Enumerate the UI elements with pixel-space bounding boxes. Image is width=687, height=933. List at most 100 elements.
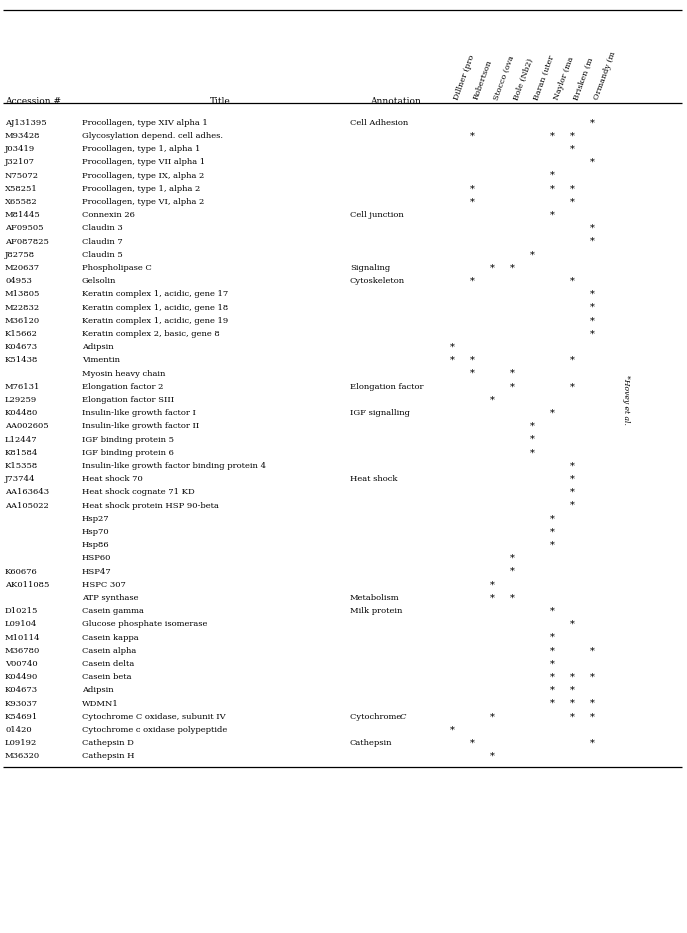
Text: Claudin 7: Claudin 7 — [82, 238, 123, 245]
Text: M13805: M13805 — [5, 290, 41, 299]
Text: Dillner (pro: Dillner (pro — [452, 54, 475, 101]
Text: *: * — [589, 224, 594, 233]
Text: AA105022: AA105022 — [5, 502, 49, 509]
Text: Elongation factor: Elongation factor — [350, 383, 423, 391]
Text: Cathepsin H: Cathepsin H — [82, 752, 135, 760]
Text: M81445: M81445 — [5, 211, 41, 219]
Text: K60676: K60676 — [5, 567, 38, 576]
Text: Adipsin: Adipsin — [82, 687, 113, 694]
Text: *: * — [570, 355, 574, 365]
Text: Elongation factor 2: Elongation factor 2 — [82, 383, 164, 391]
Text: *: * — [550, 409, 554, 418]
Text: K81584: K81584 — [5, 449, 38, 457]
Text: X65582: X65582 — [5, 198, 38, 206]
Text: *: * — [550, 185, 554, 193]
Text: *: * — [490, 396, 495, 405]
Text: Hsp70: Hsp70 — [82, 528, 110, 536]
Text: Glycosylation depend. cell adhes.: Glycosylation depend. cell adhes. — [82, 132, 223, 140]
Text: Procollagen, type VII alpha 1: Procollagen, type VII alpha 1 — [82, 159, 205, 166]
Text: *: * — [589, 290, 594, 299]
Text: Vimentin: Vimentin — [82, 356, 120, 365]
Text: Cell junction: Cell junction — [350, 211, 404, 219]
Text: *: * — [550, 211, 554, 219]
Text: Gelsolin: Gelsolin — [82, 277, 116, 285]
Text: *: * — [570, 383, 574, 391]
Text: *: * — [570, 185, 574, 193]
Text: *: * — [469, 198, 475, 206]
Text: *: * — [469, 185, 475, 193]
Text: *: * — [490, 580, 495, 590]
Text: V00740: V00740 — [5, 660, 38, 668]
Text: *: * — [589, 739, 594, 747]
Text: Milk protein: Milk protein — [350, 607, 403, 615]
Text: N75072: N75072 — [5, 172, 39, 179]
Text: Baran (uter: Baran (uter — [532, 54, 556, 101]
Text: *: * — [530, 448, 534, 457]
Text: HSPC 307: HSPC 307 — [82, 581, 126, 589]
Text: D10215: D10215 — [5, 607, 38, 615]
Text: K93037: K93037 — [5, 700, 38, 707]
Text: Casein delta: Casein delta — [82, 660, 134, 668]
Text: *: * — [469, 369, 475, 378]
Text: *: * — [570, 712, 574, 721]
Text: M36120: M36120 — [5, 317, 40, 325]
Text: Title: Title — [210, 97, 230, 106]
Text: *: * — [469, 132, 475, 141]
Text: WDMN1: WDMN1 — [82, 700, 119, 707]
Text: Accession #: Accession # — [5, 97, 61, 106]
Text: *Hovey et al.: *Hovey et al. — [622, 375, 630, 425]
Text: ATP synthase: ATP synthase — [82, 594, 139, 602]
Text: HSP60: HSP60 — [82, 554, 111, 563]
Text: Casein beta: Casein beta — [82, 674, 131, 681]
Text: Procollagen, type IX, alpha 2: Procollagen, type IX, alpha 2 — [82, 172, 204, 179]
Text: Annotation: Annotation — [370, 97, 420, 106]
Text: *: * — [589, 316, 594, 326]
Text: Bole (Nb2): Bole (Nb2) — [512, 57, 534, 101]
Text: Heat shock: Heat shock — [350, 475, 398, 483]
Text: Cytochrome: Cytochrome — [350, 713, 404, 721]
Text: *: * — [550, 686, 554, 695]
Text: *: * — [570, 673, 574, 682]
Text: K54691: K54691 — [5, 713, 38, 721]
Text: M10114: M10114 — [5, 634, 41, 642]
Text: Casein kappa: Casein kappa — [82, 634, 139, 642]
Text: *: * — [589, 647, 594, 655]
Text: *: * — [589, 118, 594, 127]
Text: Elongation factor SIII: Elongation factor SIII — [82, 396, 174, 404]
Text: Cathepsin: Cathepsin — [350, 739, 392, 747]
Text: *: * — [570, 475, 574, 483]
Text: X58251: X58251 — [5, 185, 38, 193]
Text: *: * — [510, 263, 515, 272]
Text: Procollagen, type 1, alpha 2: Procollagen, type 1, alpha 2 — [82, 185, 200, 193]
Text: L09104: L09104 — [5, 620, 37, 629]
Text: AA002605: AA002605 — [5, 423, 49, 430]
Text: K04673: K04673 — [5, 687, 38, 694]
Text: *: * — [589, 673, 594, 682]
Text: M36780: M36780 — [5, 647, 41, 655]
Text: AK011085: AK011085 — [5, 581, 49, 589]
Text: Myosin heavy chain: Myosin heavy chain — [82, 369, 166, 378]
Text: *: * — [469, 739, 475, 747]
Text: Adipsin: Adipsin — [82, 343, 113, 351]
Text: K51438: K51438 — [5, 356, 38, 365]
Text: Keratin complex 1, acidic, gene 18: Keratin complex 1, acidic, gene 18 — [82, 303, 228, 312]
Text: Heat shock 70: Heat shock 70 — [82, 475, 143, 483]
Text: *: * — [570, 132, 574, 141]
Text: *: * — [570, 488, 574, 497]
Text: *: * — [570, 462, 574, 470]
Text: Ormandy (m: Ormandy (m — [592, 50, 617, 101]
Text: Cytoskeleton: Cytoskeleton — [350, 277, 405, 285]
Text: K15358: K15358 — [5, 462, 38, 470]
Text: Keratin complex 1, acidic, gene 17: Keratin complex 1, acidic, gene 17 — [82, 290, 228, 299]
Text: Stocco (ova: Stocco (ova — [492, 54, 515, 101]
Text: *: * — [530, 250, 534, 259]
Text: Hsp86: Hsp86 — [82, 541, 110, 550]
Text: Claudin 5: Claudin 5 — [82, 251, 123, 258]
Text: M20637: M20637 — [5, 264, 40, 272]
Text: IGF binding protein 5: IGF binding protein 5 — [82, 436, 174, 443]
Text: Keratin complex 2, basic, gene 8: Keratin complex 2, basic, gene 8 — [82, 330, 220, 338]
Text: HSP47: HSP47 — [82, 567, 112, 576]
Text: IGF binding protein 6: IGF binding protein 6 — [82, 449, 174, 457]
Text: *: * — [490, 752, 495, 761]
Text: *: * — [550, 673, 554, 682]
